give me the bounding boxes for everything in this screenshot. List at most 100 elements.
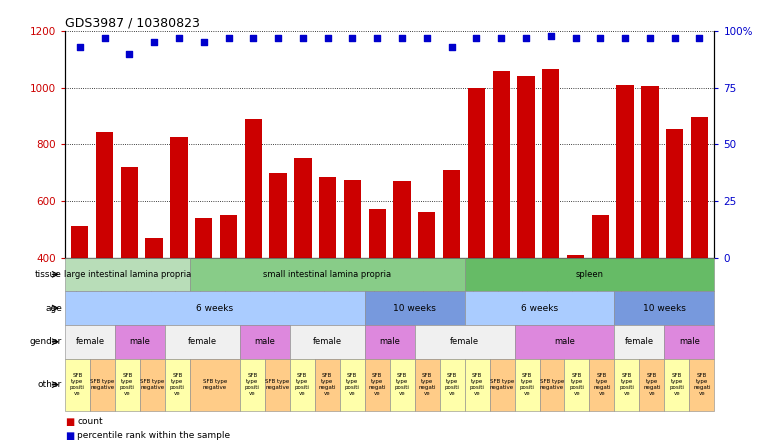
Text: SFB
type
positi
ve: SFB type positi ve xyxy=(120,373,134,396)
Bar xyxy=(244,119,262,258)
Text: SFB
type
positi
ve: SFB type positi ve xyxy=(445,373,459,396)
Text: 10 weeks: 10 weeks xyxy=(393,304,436,313)
Point xyxy=(445,44,458,51)
Bar xyxy=(591,215,609,258)
Point xyxy=(569,34,581,41)
Bar xyxy=(319,177,336,258)
Bar xyxy=(567,255,584,258)
Bar xyxy=(393,181,411,258)
Text: male: male xyxy=(379,337,400,346)
Text: female: female xyxy=(188,337,217,346)
Text: SFB
type
positi
ve: SFB type positi ve xyxy=(569,373,584,396)
Point xyxy=(495,34,507,41)
Point xyxy=(148,39,160,46)
Bar xyxy=(344,180,361,258)
Text: female: female xyxy=(450,337,479,346)
Point xyxy=(545,32,557,39)
Text: percentile rank within the sample: percentile rank within the sample xyxy=(77,431,230,440)
Text: SFB
type
positi
ve: SFB type positi ve xyxy=(244,373,260,396)
Text: small intestinal lamina propria: small intestinal lamina propria xyxy=(263,270,391,279)
Bar xyxy=(170,137,188,258)
Bar xyxy=(96,131,113,258)
Bar xyxy=(666,129,683,258)
Point xyxy=(99,34,111,41)
Bar xyxy=(617,85,634,258)
Point xyxy=(322,34,334,41)
Point xyxy=(619,34,631,41)
Text: SFB
type
negati
ve: SFB type negati ve xyxy=(593,373,610,396)
Text: GDS3987 / 10380823: GDS3987 / 10380823 xyxy=(65,17,200,30)
Point xyxy=(222,34,235,41)
Text: ■: ■ xyxy=(65,416,74,427)
Text: SFB
type
positi
ve: SFB type positi ve xyxy=(395,373,410,396)
Bar xyxy=(195,218,212,258)
Bar xyxy=(517,76,535,258)
Text: female: female xyxy=(76,337,105,346)
Bar xyxy=(418,212,435,258)
Point xyxy=(520,34,532,41)
Point xyxy=(594,34,607,41)
Text: SFB
type
negati
ve: SFB type negati ve xyxy=(319,373,336,396)
Bar xyxy=(468,88,485,258)
Text: male: male xyxy=(129,337,151,346)
Bar xyxy=(270,173,286,258)
Point xyxy=(421,34,433,41)
Text: female: female xyxy=(312,337,342,346)
Bar xyxy=(145,238,163,258)
Text: SFB type
negative: SFB type negative xyxy=(90,379,115,390)
Bar xyxy=(220,215,237,258)
Text: age: age xyxy=(45,304,62,313)
Bar xyxy=(443,170,460,258)
Point xyxy=(272,34,284,41)
Text: SFB
type
positi
ve: SFB type positi ve xyxy=(295,373,309,396)
Text: SFB
type
positi
ve: SFB type positi ve xyxy=(620,373,634,396)
Bar xyxy=(641,86,659,258)
Text: SFB
type
positi
ve: SFB type positi ve xyxy=(345,373,360,396)
Text: 10 weeks: 10 weeks xyxy=(643,304,686,313)
Text: male: male xyxy=(679,337,700,346)
Text: SFB
type
positi
ve: SFB type positi ve xyxy=(669,373,685,396)
Bar xyxy=(542,69,559,258)
Point xyxy=(198,39,210,46)
Bar xyxy=(71,226,89,258)
Text: 6 weeks: 6 weeks xyxy=(196,304,233,313)
Text: other: other xyxy=(37,380,62,389)
Point xyxy=(296,34,309,41)
Bar xyxy=(691,117,708,258)
Text: SFB type
negative: SFB type negative xyxy=(490,379,514,390)
Text: tissue: tissue xyxy=(35,270,62,279)
Point xyxy=(471,34,483,41)
Point xyxy=(123,50,135,57)
Text: SFB
type
negati
ve: SFB type negati ve xyxy=(419,373,435,396)
Text: SFB
type
negati
ve: SFB type negati ve xyxy=(643,373,661,396)
Text: gender: gender xyxy=(30,337,62,346)
Text: SFB type
negative: SFB type negative xyxy=(540,379,564,390)
Text: SFB
type
positi
ve: SFB type positi ve xyxy=(170,373,185,396)
Text: SFB
type
negati
ve: SFB type negati ve xyxy=(368,373,386,396)
Point xyxy=(396,34,408,41)
Text: male: male xyxy=(254,337,275,346)
Bar xyxy=(368,210,386,258)
Text: SFB
type
positi
ve: SFB type positi ve xyxy=(70,373,85,396)
Text: SFB type
negative: SFB type negative xyxy=(141,379,164,390)
Point xyxy=(644,34,656,41)
Bar xyxy=(121,167,138,258)
Text: SFB
type
positi
ve: SFB type positi ve xyxy=(520,373,535,396)
Point xyxy=(346,34,358,41)
Point xyxy=(173,34,185,41)
Text: SFB
type
positi
ve: SFB type positi ve xyxy=(470,373,484,396)
Point xyxy=(694,34,706,41)
Text: 6 weeks: 6 weeks xyxy=(521,304,558,313)
Text: ■: ■ xyxy=(65,431,74,440)
Point xyxy=(248,34,260,41)
Bar xyxy=(493,71,510,258)
Text: SFB type
negative: SFB type negative xyxy=(202,379,227,390)
Text: female: female xyxy=(625,337,654,346)
Text: male: male xyxy=(554,337,575,346)
Point xyxy=(371,34,384,41)
Text: spleen: spleen xyxy=(575,270,604,279)
Text: large intestinal lamina propria: large intestinal lamina propria xyxy=(63,270,191,279)
Text: count: count xyxy=(77,417,103,426)
Bar xyxy=(294,159,312,258)
Text: SFB type
negative: SFB type negative xyxy=(265,379,290,390)
